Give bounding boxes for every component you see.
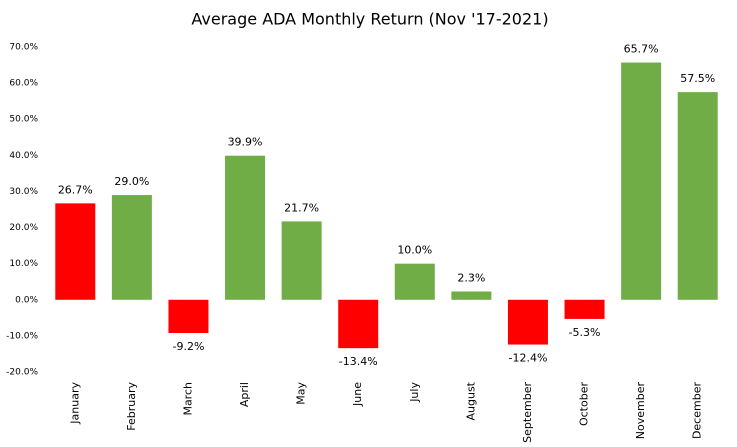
data-label: -13.4%	[339, 355, 378, 368]
x-tick-label: October	[578, 382, 591, 426]
data-label: 21.7%	[284, 201, 319, 214]
bar	[564, 299, 605, 319]
bar	[338, 299, 379, 349]
x-tick-label: April	[238, 382, 251, 407]
bar	[677, 92, 718, 300]
bar	[168, 299, 209, 333]
data-label: -9.2%	[172, 340, 204, 353]
bar	[621, 62, 662, 300]
bar	[55, 203, 96, 300]
data-label: -12.4%	[508, 352, 547, 365]
data-label: 10.0%	[397, 244, 432, 257]
y-tick-label: -20.0%	[6, 368, 38, 378]
chart-title: Average ADA Monthly Return (Nov '17-2021…	[191, 10, 548, 29]
y-tick-label: 0.0%	[15, 295, 38, 305]
y-tick-label: 10.0%	[9, 259, 38, 269]
bar	[394, 263, 435, 300]
y-tick-label: 60.0%	[9, 79, 38, 89]
x-tick-label: September	[521, 382, 534, 443]
x-tick-label: March	[181, 382, 194, 416]
bar	[225, 155, 266, 300]
x-tick-label: August	[464, 381, 477, 420]
data-label: 26.7%	[58, 183, 93, 196]
x-tick-label: June	[351, 382, 364, 407]
y-tick-label: 40.0%	[9, 151, 38, 161]
y-tick-label: 20.0%	[9, 223, 38, 233]
data-label: 57.5%	[680, 72, 715, 85]
x-tick-label: January	[68, 382, 81, 425]
bar	[281, 221, 322, 300]
y-tick-label: -10.0%	[6, 331, 38, 341]
y-tick-label: 30.0%	[9, 187, 38, 197]
x-tick-label: November	[634, 382, 647, 440]
data-label: -5.3%	[569, 326, 601, 339]
bar	[451, 291, 492, 300]
y-tick-label: 50.0%	[9, 115, 38, 125]
x-tick-label: May	[295, 382, 308, 405]
x-tick-label: July	[408, 382, 421, 403]
bar	[507, 299, 548, 345]
data-label: 2.3%	[457, 271, 485, 284]
bar	[111, 195, 152, 300]
data-label: 29.0%	[114, 175, 149, 188]
data-label: 65.7%	[624, 43, 659, 56]
data-label: 39.9%	[228, 136, 263, 149]
x-tick-label: December	[691, 382, 704, 440]
x-tick-label: February	[125, 382, 138, 431]
y-tick-label: 70.0%	[9, 43, 38, 53]
